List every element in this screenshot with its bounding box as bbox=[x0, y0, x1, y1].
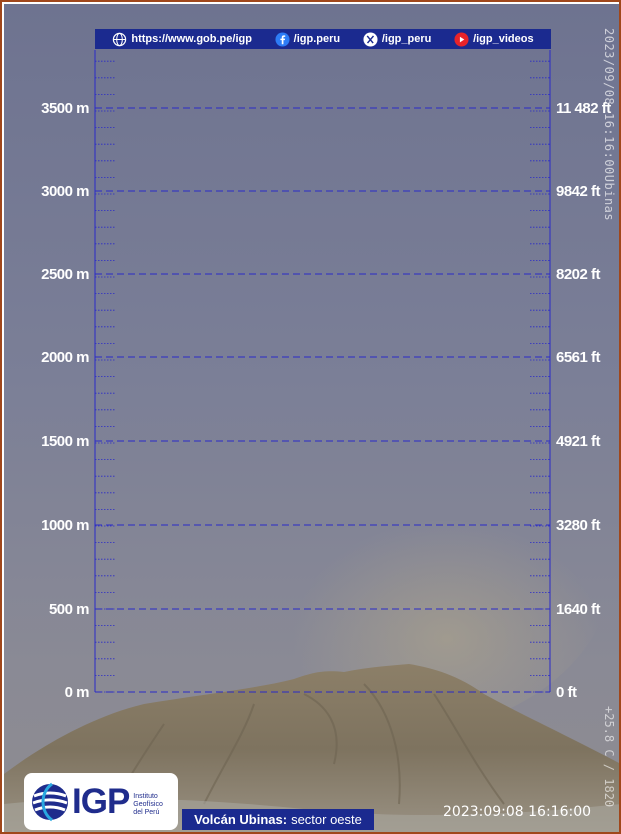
altitude-feet-label: 8202 ft bbox=[556, 266, 601, 283]
altitude-feet-label: 0 ft bbox=[556, 684, 577, 701]
altitude-meters-label: 1000 m bbox=[41, 517, 89, 534]
altitude-meters-label: 3500 m bbox=[41, 100, 89, 117]
logo-line-1: Instituto bbox=[133, 792, 158, 800]
capture-timestamp: 2023:09:08 16:16:00 bbox=[443, 804, 592, 820]
altitude-feet-label: 11 482 ft bbox=[556, 100, 611, 117]
social-links-bar: https://www.gob.pe/igp /igp.peru /igp_pe… bbox=[95, 29, 551, 49]
altitude-meters-label: 2000 m bbox=[41, 349, 89, 366]
altitude-feet-label: 6561 ft bbox=[556, 349, 601, 366]
website-link[interactable]: https://www.gob.pe/igp bbox=[131, 33, 252, 45]
globe-logo-icon bbox=[32, 782, 68, 821]
volcano-caption: Volcán Ubinas: sector oeste bbox=[182, 809, 374, 830]
altitude-feet-label: 1640 ft bbox=[556, 601, 601, 618]
altitude-meters-label: 500 m bbox=[49, 601, 89, 618]
caption-subtitle: sector oeste bbox=[291, 812, 362, 827]
logo-line-2: Geofísico bbox=[133, 800, 163, 808]
logo-line-3: del Perú bbox=[133, 808, 160, 816]
logo-subtitle: Instituto Geofísico del Perú bbox=[133, 793, 163, 817]
facebook-link[interactable]: /igp.peru bbox=[293, 33, 341, 45]
facebook-icon bbox=[275, 31, 290, 47]
volcano-photo bbox=[4, 4, 619, 832]
x-icon bbox=[363, 31, 378, 47]
caption-title: Volcán Ubinas: bbox=[194, 812, 288, 827]
camera-date-overlay: 2023/09/08 16:16:00Ubinas bbox=[602, 28, 616, 222]
globe-icon bbox=[113, 32, 127, 46]
altitude-meters-label: 1500 m bbox=[41, 433, 89, 450]
altitude-meters-label: 2500 m bbox=[41, 266, 89, 283]
altitude-feet-label: 4921 ft bbox=[556, 433, 601, 450]
logo-name: IGP bbox=[72, 781, 130, 821]
altitude-meters-label: 0 m bbox=[65, 684, 90, 701]
altitude-meters-label: 3000 m bbox=[41, 183, 89, 200]
youtube-icon bbox=[454, 31, 469, 47]
camera-temperature-overlay: +25.8 C / 1820 bbox=[602, 706, 616, 808]
youtube-link[interactable]: /igp_videos bbox=[473, 33, 534, 45]
x-link[interactable]: /igp_peru bbox=[381, 33, 432, 45]
altitude-feet-label: 3280 ft bbox=[556, 517, 601, 534]
altitude-feet-label: 9842 ft bbox=[556, 183, 601, 200]
igp-logo: IGP Instituto Geofísico del Perú bbox=[24, 773, 178, 830]
